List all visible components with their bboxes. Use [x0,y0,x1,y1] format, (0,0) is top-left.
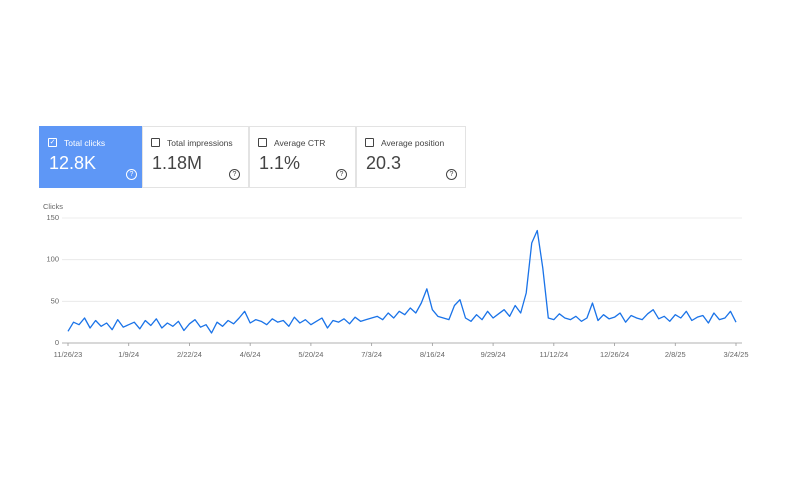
x-tick-label: 2/22/24 [177,350,202,359]
help-icon[interactable]: ? [229,169,240,180]
metric-card[interactable]: Total impressions 1.18M ? [142,126,249,188]
y-tick-label: 0 [55,338,59,347]
x-tick-label: 11/12/24 [539,350,568,359]
checkbox [365,138,374,147]
y-axis-label: Clicks [43,202,63,211]
x-tick-label: 12/26/24 [600,350,629,359]
metric-value: 1.1% [259,153,301,173]
x-tick-label: 8/16/24 [420,350,445,359]
metric-value: 20.3 [366,153,402,173]
x-tick-label: 1/9/24 [118,350,139,359]
checkbox [151,138,160,147]
y-tick-label: 50 [51,296,59,305]
y-tick-label: 150 [46,213,59,222]
help-icon[interactable]: ? [446,169,457,180]
metric-label: Average CTR [274,138,326,148]
help-icon[interactable]: ? [336,169,347,180]
help-icon[interactable]: ? [126,169,137,180]
metric-card[interactable]: ✓ Total clicks 12.8K ? [39,126,146,188]
metric-value: 12.8K [49,153,97,173]
x-tick-label: 11/26/23 [54,350,83,359]
metric-card[interactable]: Average CTR 1.1% ? [249,126,356,188]
x-tick-label: 2/8/25 [665,350,686,359]
metric-label: Average position [381,138,445,148]
y-tick-label: 100 [46,255,59,264]
x-tick-label: 5/20/24 [298,350,323,359]
metric-label: Total clicks [64,138,106,148]
metric-card[interactable]: Average position 20.3 ? [356,126,466,188]
metric-value: 1.18M [152,153,203,173]
checkbox: ✓ [48,138,57,147]
data-line [67,229,737,334]
x-tick-label: 9/29/24 [481,350,506,359]
x-tick-label: 3/24/25 [723,350,748,359]
x-tick-label: 7/3/24 [361,350,382,359]
metric-label: Total impressions [167,138,233,148]
x-tick-label: 4/6/24 [240,350,261,359]
checkbox [258,138,267,147]
